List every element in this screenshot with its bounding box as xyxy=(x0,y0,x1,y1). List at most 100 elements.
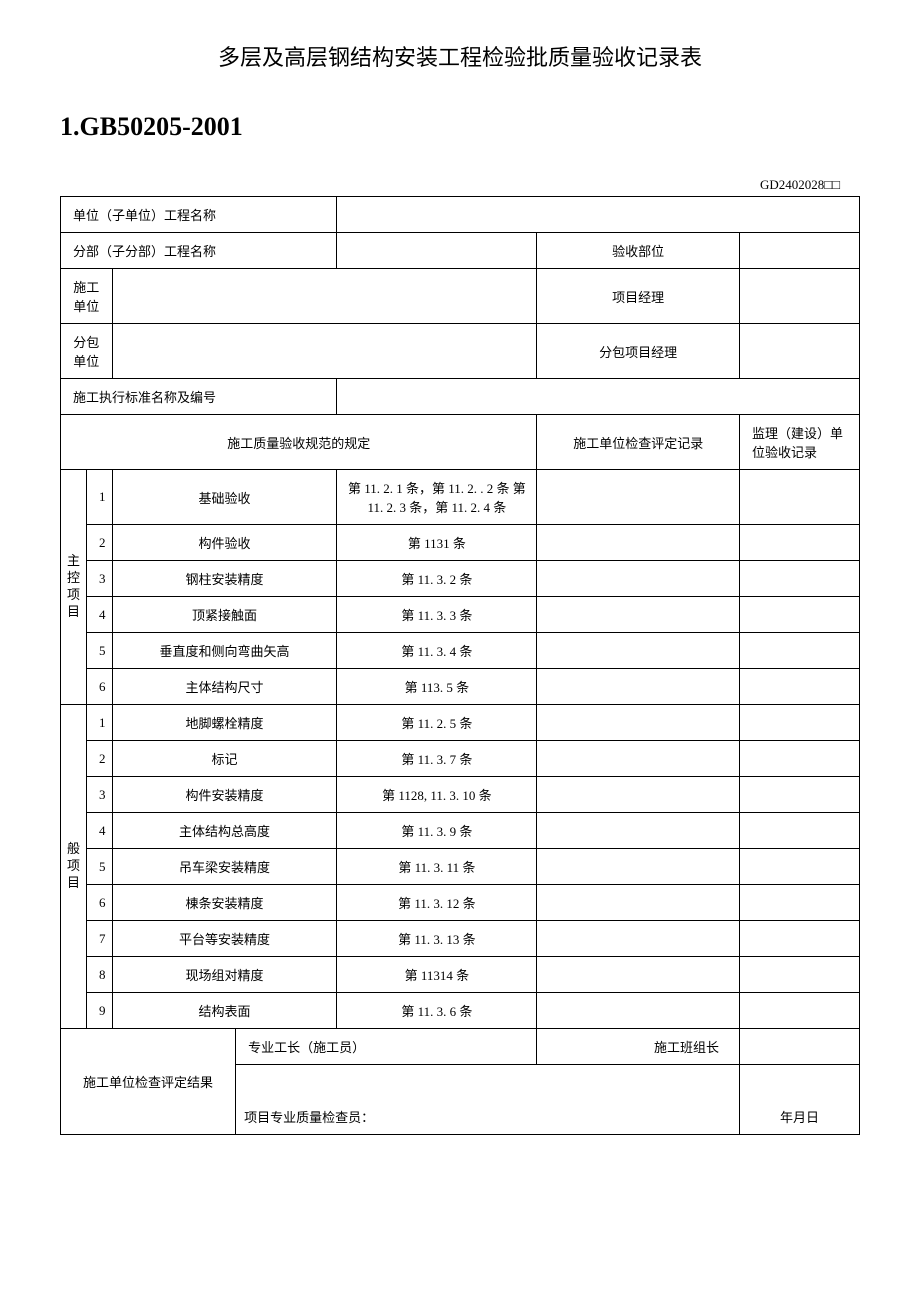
cat2-row-sup xyxy=(740,813,860,849)
cat1-row-no: 5 xyxy=(87,633,113,669)
cat2-row-clause: 第 11. 3. 13 条 xyxy=(337,921,537,957)
document-title: 多层及高层钢结构安装工程检验批质量验收记录表 xyxy=(60,40,860,72)
cat2-row-clause: 第 1128, 11. 3. 10 条 xyxy=(337,777,537,813)
cat1-row-name: 主体结构尺寸 xyxy=(112,669,337,705)
cat2-row-check xyxy=(537,705,740,741)
cat1-row-sup xyxy=(740,669,860,705)
inspector-label: 项目专业质量检查员： xyxy=(244,1110,374,1125)
cat1-row-no: 3 xyxy=(87,561,113,597)
spec-column-header: 施工质量验收规范的规定 xyxy=(61,415,537,470)
cat1-row-name: 垂直度和侧向弯曲矢高 xyxy=(112,633,337,669)
cat2-row-sup xyxy=(740,849,860,885)
cat1-row-clause: 第 11. 3. 2 条 xyxy=(337,561,537,597)
cat2-row-name: 吊车梁安装精度 xyxy=(112,849,337,885)
accept-part-label: 验收部位 xyxy=(537,233,740,269)
cat2-row-check xyxy=(537,993,740,1029)
cat2-row-clause: 第 11. 3. 9 条 xyxy=(337,813,537,849)
cat2-row-check xyxy=(537,921,740,957)
cat1-row-no: 6 xyxy=(87,669,113,705)
cat2-row-name: 结构表面 xyxy=(112,993,337,1029)
cat2-row-no: 8 xyxy=(87,957,113,993)
construct-unit-value xyxy=(112,269,537,324)
cat1-row-name: 基础验收 xyxy=(112,470,337,525)
unit-name-value xyxy=(337,197,860,233)
cat1-row-check xyxy=(537,470,740,525)
sub-pm-label: 分包项目经理 xyxy=(537,324,740,379)
category-2-label: 般项目 xyxy=(61,705,87,1029)
cat2-row-sup xyxy=(740,705,860,741)
inspection-table: 单位（子单位）工程名称 分部（子分部）工程名称 验收部位 施工单位 项目经理 分… xyxy=(60,196,860,1135)
standard-value xyxy=(337,379,860,415)
check-record-header: 施工单位检查评定记录 xyxy=(537,415,740,470)
cat2-row-name: 平台等安装精度 xyxy=(112,921,337,957)
team-leader-label: 施工班组长 xyxy=(537,1029,740,1065)
cat2-row-clause: 第 11314 条 xyxy=(337,957,537,993)
category-1-label: 主控项目 xyxy=(61,470,87,705)
cat2-row-check xyxy=(537,777,740,813)
cat2-row-name: 标记 xyxy=(112,741,337,777)
subcontract-value xyxy=(112,324,537,379)
cat2-row-no: 9 xyxy=(87,993,113,1029)
cat2-row-sup xyxy=(740,777,860,813)
cat2-row-name: 棟条安装精度 xyxy=(112,885,337,921)
cat1-row-clause: 第 1131 条 xyxy=(337,525,537,561)
sup-record-header: 监理（建设）单位验收记录 xyxy=(740,415,860,470)
pm-label: 项目经理 xyxy=(537,269,740,324)
cat1-row-check xyxy=(537,597,740,633)
team-leader-value xyxy=(740,1029,860,1065)
cat2-row-sup xyxy=(740,993,860,1029)
cat2-row-clause: 第 11. 2. 5 条 xyxy=(337,705,537,741)
cat2-row-check xyxy=(537,849,740,885)
section-name-value xyxy=(337,233,537,269)
cat1-row-sup xyxy=(740,470,860,525)
cat2-row-sup xyxy=(740,957,860,993)
cat2-row-check xyxy=(537,885,740,921)
pm-value xyxy=(739,269,859,324)
cat2-row-check xyxy=(537,957,740,993)
cat2-row-no: 2 xyxy=(87,741,113,777)
cat1-row-name: 构件验收 xyxy=(112,525,337,561)
inspector-cell: 项目专业质量检查员： xyxy=(236,1065,740,1135)
sub-pm-value xyxy=(739,324,859,379)
cat1-row-no: 2 xyxy=(87,525,113,561)
cat2-row-no: 3 xyxy=(87,777,113,813)
section-name-label: 分部（子分部）工程名称 xyxy=(61,233,337,269)
cat1-row-check xyxy=(537,669,740,705)
cat2-row-check xyxy=(537,741,740,777)
unit-name-label: 单位（子单位）工程名称 xyxy=(61,197,337,233)
cat2-row-name: 地脚螺栓精度 xyxy=(112,705,337,741)
cat1-row-check xyxy=(537,525,740,561)
cat1-row-clause: 第 11. 3. 3 条 xyxy=(337,597,537,633)
cat1-row-check xyxy=(537,561,740,597)
cat1-row-sup xyxy=(740,525,860,561)
cat2-row-no: 1 xyxy=(87,705,113,741)
cat1-row-no: 1 xyxy=(87,470,113,525)
cat2-row-name: 构件安装精度 xyxy=(112,777,337,813)
standard-label: 施工执行标准名称及编号 xyxy=(61,379,337,415)
cat2-row-clause: 第 11. 3. 6 条 xyxy=(337,993,537,1029)
result-label: 施工单位检查评定结果 xyxy=(61,1029,236,1135)
cat1-row-name: 顶紧接触面 xyxy=(112,597,337,633)
accept-part-value xyxy=(739,233,859,269)
cat1-row-clause: 第 11. 2. 1 条，第 11. 2. . 2 条 第 11. 2. 3 条… xyxy=(337,470,537,525)
cat1-row-sup xyxy=(740,561,860,597)
cat1-row-sup xyxy=(740,597,860,633)
cat2-row-no: 7 xyxy=(87,921,113,957)
cat1-row-clause: 第 11. 3. 4 条 xyxy=(337,633,537,669)
date-label: 年月日 xyxy=(780,1110,819,1125)
cat2-row-sup xyxy=(740,885,860,921)
cat2-row-name: 主体结构总高度 xyxy=(112,813,337,849)
cat2-row-sup xyxy=(740,921,860,957)
cat1-row-sup xyxy=(740,633,860,669)
cat2-row-clause: 第 11. 3. 11 条 xyxy=(337,849,537,885)
cat2-row-sup xyxy=(740,741,860,777)
document-subtitle: 1.GB50205-2001 xyxy=(60,112,860,142)
date-cell: 年月日 xyxy=(740,1065,860,1135)
cat1-row-no: 4 xyxy=(87,597,113,633)
cat1-row-check xyxy=(537,633,740,669)
cat1-row-clause: 第 113. 5 条 xyxy=(337,669,537,705)
document-code: GD2402028□□ xyxy=(60,177,860,193)
cat2-row-no: 4 xyxy=(87,813,113,849)
subcontract-label: 分包单位 xyxy=(61,324,113,379)
cat1-row-name: 钢柱安装精度 xyxy=(112,561,337,597)
